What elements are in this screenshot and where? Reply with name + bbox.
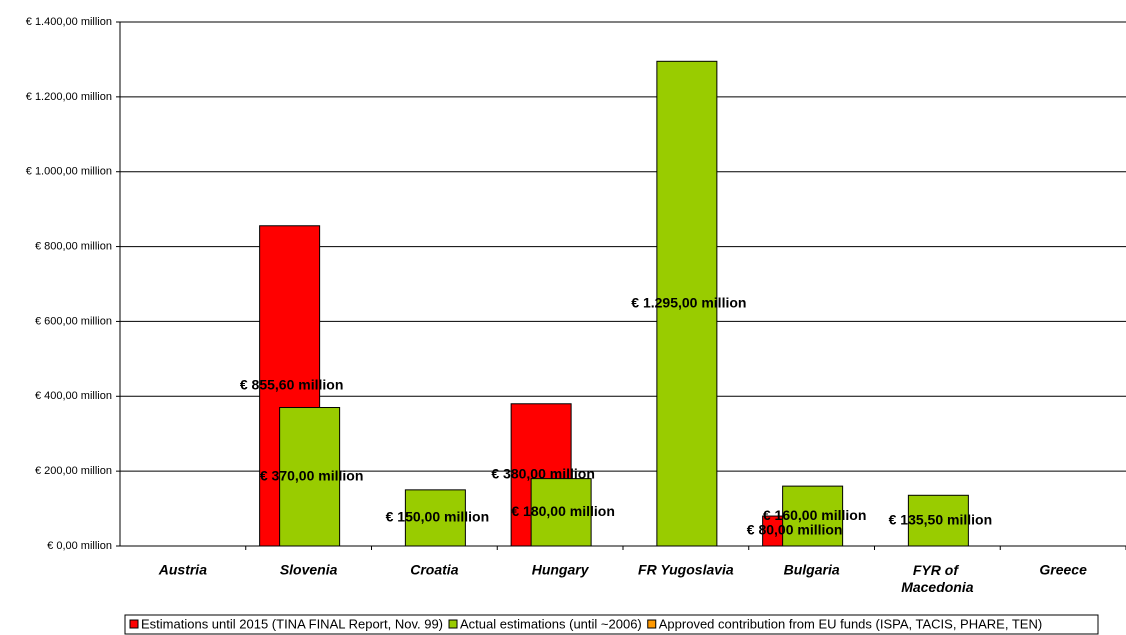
x-tick-label: FYR of Macedonia: [901, 562, 974, 595]
y-tick-label: € 0,00 million: [47, 540, 112, 552]
y-tick-label: € 200,00 million: [35, 465, 112, 477]
bar: [279, 407, 341, 547]
bar: [530, 478, 592, 547]
y-tick-label: € 600,00 million: [35, 315, 112, 327]
y-tick-label: € 1.400,00 million: [26, 16, 112, 28]
value-label: € 160,00 million: [763, 507, 867, 523]
y-tick-label: € 1.000,00 million: [26, 166, 112, 178]
legend-label: Actual estimations (until ~2006): [460, 616, 642, 631]
legend-label: Approved contribution from EU funds (ISP…: [659, 616, 1042, 631]
value-label: € 150,00 million: [386, 509, 490, 525]
x-tick-label: Hungary: [532, 562, 590, 578]
y-tick-label: € 800,00 million: [35, 240, 112, 252]
legend-swatch: [647, 619, 657, 629]
x-tick-label: Slovenia: [280, 562, 338, 578]
value-label: € 855,60 million: [240, 377, 344, 393]
y-tick-label: € 1.200,00 million: [26, 91, 112, 103]
legend-box: [124, 614, 1099, 635]
bar: [656, 60, 718, 547]
value-label: € 135,50 million: [889, 511, 993, 527]
bar: [907, 494, 969, 547]
x-tick-label: Croatia: [410, 562, 458, 578]
value-label: € 180,00 million: [511, 503, 615, 519]
value-label: € 1.295,00 million: [631, 294, 746, 310]
y-tick-label: € 400,00 million: [35, 390, 112, 402]
value-label: € 380,00 million: [491, 466, 595, 482]
x-tick-label: Bulgaria: [784, 562, 840, 578]
value-label: € 80,00 million: [747, 522, 843, 538]
x-tick-label: Greece: [1039, 562, 1087, 578]
x-tick-label: FR Yugoslavia: [638, 562, 734, 578]
legend-label: Estimations until 2015 (TINA FINAL Repor…: [141, 616, 443, 631]
legend-swatch: [129, 619, 139, 629]
legend-swatch: [448, 619, 458, 629]
value-label: € 370,00 million: [260, 467, 364, 483]
bar: [782, 485, 844, 547]
bar: [404, 489, 466, 547]
x-tick-label: Austria: [158, 562, 207, 578]
